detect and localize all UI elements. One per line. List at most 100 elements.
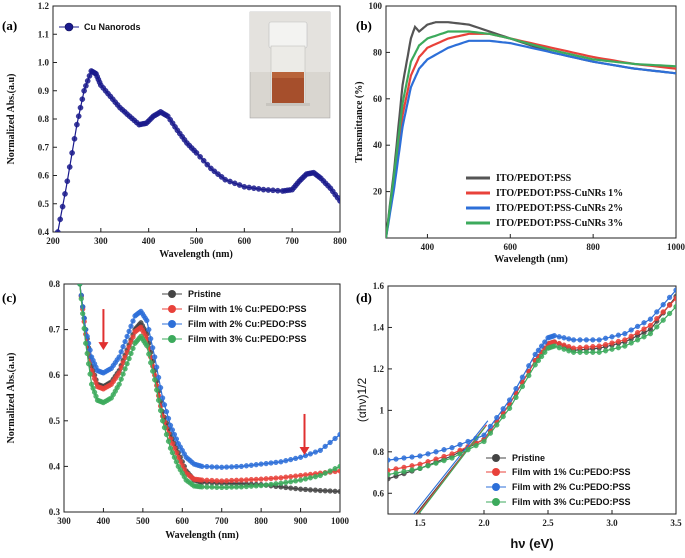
data-point [248,483,254,489]
x-tick-label: 300 [94,236,108,246]
x-tick-label: 400 [142,236,156,246]
data-point [163,409,170,415]
data-point [570,337,577,343]
data-point [158,407,164,414]
series-line-ito-pedot-pss-cunrs-3- [386,30,676,238]
data-point [118,349,124,355]
data-point [409,467,415,473]
data-point [519,374,526,380]
annotation-arrow-head [299,447,310,455]
data-point [161,402,168,408]
data-point [83,340,89,346]
data-point [609,346,615,352]
data-point [556,345,562,351]
data-point [307,475,314,481]
data-point [561,335,567,341]
data-point [425,451,431,457]
data-point [231,180,238,187]
data-point [148,336,154,342]
data-point [126,328,132,334]
data-point [158,385,164,391]
data-point [570,349,577,355]
legend-marker-d-1pct [492,468,500,476]
y-tick-label: 0.6 [373,488,385,498]
data-point [615,332,622,338]
data-point [577,345,583,351]
data-point [538,353,545,360]
y-tick-label: 20 [373,187,383,197]
data-point [337,463,340,469]
data-point [535,347,542,353]
data-point [622,343,628,349]
series-line-film-with-1-cu-pedo-pss [388,297,676,472]
data-point [204,464,210,470]
data-point [193,150,200,156]
data-point [278,480,284,486]
data-point [80,311,86,317]
data-point [77,284,83,287]
x-tick-label: 2.0 [478,518,490,528]
data-point [79,96,86,102]
data-point [263,482,269,488]
tauc-tangent-line [418,426,486,514]
legend-marker-3pct [168,335,176,343]
series-group [77,284,340,495]
data-point [69,150,75,156]
data-point [654,324,660,330]
data-point [654,316,660,322]
data-point [173,459,180,465]
data-point [542,339,548,345]
data-point [258,483,264,489]
y-tick-label: 0.8 [373,447,385,457]
data-point [152,354,158,360]
x-tick-label: 800 [586,242,600,252]
data-point [199,484,205,490]
data-point [465,438,471,445]
data-point [238,477,245,483]
data-point [204,161,211,168]
data-point [577,349,583,355]
data-point [55,229,61,232]
data-point [551,343,558,349]
data-point [513,386,519,392]
panel-d-x-axis-label: hν (eV) [510,536,553,551]
data-point [298,454,304,460]
data-point [243,484,250,490]
data-point [317,472,323,479]
data-point [273,481,279,487]
data-point [214,478,220,484]
y-tick-label: 1.2 [373,364,385,374]
y-tick-label: 1 [380,405,385,415]
data-point [204,484,210,490]
data-point [224,484,230,490]
data-point [258,461,264,467]
data-point [302,486,309,493]
data-point [197,153,203,160]
data-point [238,463,245,470]
data-point [666,302,673,308]
panel-d-plot-frame [387,285,677,515]
data-point [161,425,168,431]
data-point [409,454,415,460]
data-point [171,431,178,438]
x-tick-label: 600 [504,242,518,252]
data-point [150,368,156,374]
data-point [167,445,174,451]
data-point [673,304,676,310]
data-point [312,449,319,455]
x-tick-label: 900 [294,516,308,526]
data-point [293,486,299,492]
data-point [283,458,289,464]
data-point [283,474,289,480]
panel-a-x-axis-label: Wavelength (nm) [159,249,233,260]
data-point [248,477,254,483]
data-point [337,198,340,204]
data-point [288,457,294,463]
data-point [74,121,80,128]
y-tick-label: 1.2 [38,1,50,11]
data-point [233,484,240,490]
y-tick-label: 1.6 [373,281,385,291]
panel-c-y-axis-label: Normalized Abs.(a.u) [6,353,17,444]
data-point [154,387,160,393]
data-point [337,468,340,474]
